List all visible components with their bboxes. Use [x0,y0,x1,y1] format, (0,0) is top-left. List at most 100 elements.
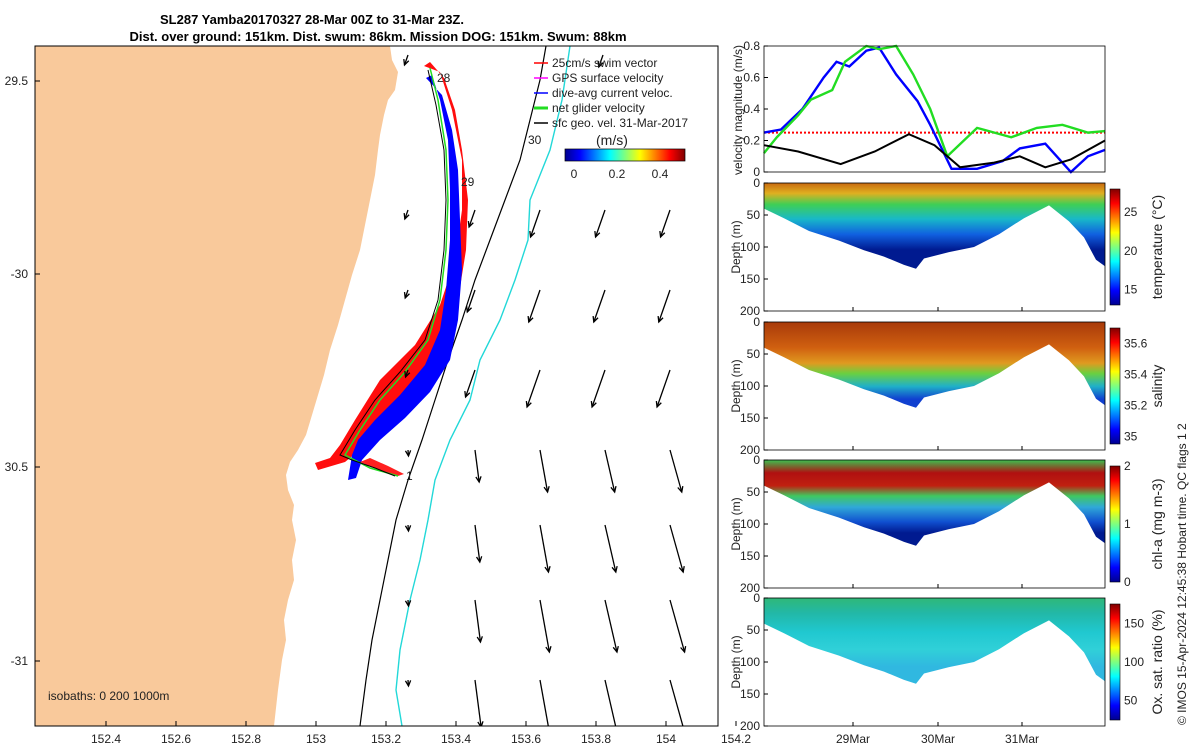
velocity-lines [763,44,1106,174]
section-colorbar-tick: 150 [1124,616,1144,630]
section-colorbar-label: temperature (°C) [1149,195,1165,299]
geo-velocity-arrow [529,209,541,239]
section-data-field [764,322,1105,408]
legend-geo: sfc geo. vel. 31-Mar-2017 [552,116,688,130]
map-colorbar-label: (m/s) [596,132,628,148]
section-y-tick-label: 150 [740,687,760,701]
geo-velocity-arrow [404,679,412,688]
section-colorbar [1109,188,1121,306]
day-label-1: 1 [406,469,413,483]
section-colorbar-tick: 50 [1124,694,1138,708]
geo-velocity-arrow [465,289,476,314]
geo-velocity-arrow [403,289,410,300]
day-label-28: 28 [437,71,451,85]
velocity-plot-area [764,46,1105,172]
geo-velocity-arrow [404,449,412,458]
section-colorbar-tick: 100 [1124,655,1144,669]
velocity-series-dive-avg [763,46,1106,174]
geo-velocity-arrow [474,524,483,564]
section-y-tick-label: 0 [753,315,760,329]
geo-velocity-arrow [404,599,412,608]
geo-velocity-arrow [539,679,549,726]
map-y-tick-label: 29.5 [5,74,29,88]
time-label-29mar: 29Mar [836,732,870,746]
geo-velocity-arrow [657,289,671,324]
time-label-31mar: 31Mar [1005,732,1039,746]
geo-velocity-arrow [467,209,476,229]
geo-velocity-arrow [403,209,410,221]
section-data-field [764,598,1105,684]
velocity-ylabel: velocity magnitude (m/s) [731,45,745,175]
section-data-field [764,460,1105,546]
geo-velocity-arrow [604,679,617,726]
land-polygon [35,46,398,726]
map-colorbar-tick-2: 0.4 [652,167,669,181]
velocity-series-net [763,44,1106,159]
velocity-series-sfc-geo [763,133,1106,169]
map-x-tick-label: 153.8 [581,732,611,746]
legend-gps: GPS surface velocity [552,71,663,85]
geo-velocity-arrow [474,599,483,644]
velocity-y-tick-label: 0.4 [743,102,760,116]
map-x-tick-label: 153.4 [441,732,471,746]
geo-velocity-arrow [669,679,684,726]
map-x-tick-label: 154.2 [721,732,751,746]
map-x-ticks: 152.4 152.6 152.8 153 153.2 153.4 153.6 153.8 15… [91,721,751,746]
gps-track [339,69,447,477]
net-glider-track [343,67,449,477]
map-x-tick-label: 152.4 [91,732,121,746]
section-y-tick-label: 200 [740,443,760,457]
velocity-panel: 0 0.2 0.4 0.6 0.8 velocity magnitude (m/s) [731,39,1106,179]
section-y-tick-label: 150 [740,272,760,286]
section-y-tick-label: 0 [753,176,760,190]
legend-net: net glider velocity [552,101,645,115]
geo-velocity-arrow [659,209,671,239]
section-panel-4: 0 50 100 150 200 Depth (m) 2 1 0 chl-a (mg m-3) [729,453,1165,595]
section-colorbar-tick: 1 [1124,517,1131,531]
geo-velocity-arrow [539,599,552,654]
geo-velocity-arrow [604,599,619,654]
section-y-tick-label: 100 [740,240,760,254]
section-colorbar [1109,465,1121,583]
section-y-tick-label: 100 [740,517,760,531]
map-x-tick-label: 154 [656,732,676,746]
map-legend: 25cm/s swim vector GPS surface velocity … [534,56,688,130]
velocity-y-tick-label: 0.6 [743,71,760,85]
map-x-tick-label: 152.6 [161,732,191,746]
geo-velocity-arrow [539,449,550,494]
section-panel-3: 0 50 100 150 200 Depth (m) 35.6 35.4 35.2 35 salin… [729,315,1165,457]
geo-velocity-arrow [655,369,671,409]
section-y-tick-label: 0 [753,591,760,605]
section-colorbar-label: Ox. sat. ratio (%) [1149,609,1165,714]
velocity-y-tick-label: 0 [753,165,760,179]
map-x-tick-label: 153 [306,732,326,746]
geo-velocity-arrow [464,369,476,399]
isobaths-note: isobaths: 0 200 1000m [48,689,169,703]
section-y-tick-label: 200 [740,719,760,733]
section-ylabel: Depth (m) [729,497,743,550]
section-y-tick-label: 50 [747,208,761,222]
velocity-y-tick-label: 0.8 [743,39,760,53]
section-y-tick-label: 150 [740,549,760,563]
geostrophic-arrows [403,54,687,726]
map-y-ticks: 29.5 -30 30.5 -31 [5,74,40,668]
day-label-30: 30 [528,133,542,147]
map-colorbar-tick-1: 0.2 [609,167,626,181]
section-y-tick-label: 50 [747,485,761,499]
legend-dive: dive-avg current veloc. [552,86,673,100]
section-y-tick-label: 100 [740,655,760,669]
geo-velocity-arrow [590,369,606,409]
section-y-tick-label: 200 [740,304,760,318]
map-y-tick-label: -31 [11,654,29,668]
map-y-tick-label: 30.5 [5,460,29,474]
geo-velocity-arrow [474,449,482,484]
section-colorbar-tick: 20 [1124,244,1138,258]
section-y-tick-label: 100 [740,379,760,393]
section-colorbar-tick: 0 [1124,575,1131,589]
figure-title-line2: Dist. over ground: 151km. Dist. swum: 86… [129,29,626,44]
track-tail-ribbon [360,458,404,476]
section-colorbar [1109,603,1121,721]
section-colorbar-tick: 2 [1124,459,1131,473]
legend-swim: 25cm/s swim vector [552,56,657,70]
